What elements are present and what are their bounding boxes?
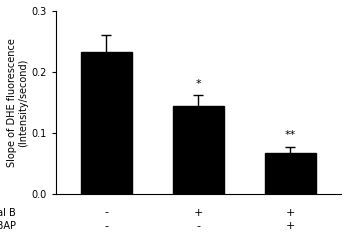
Text: +: + (286, 208, 295, 218)
Text: -: - (104, 208, 108, 218)
Text: -: - (104, 221, 108, 231)
Text: -: - (196, 221, 200, 231)
Bar (265, 153, 316, 194)
Text: MnTBAP: MnTBAP (0, 221, 16, 231)
Text: **: ** (285, 130, 296, 140)
Text: *: * (196, 78, 201, 89)
Text: Sal B: Sal B (0, 208, 16, 218)
Bar (173, 106, 224, 194)
Text: +: + (194, 208, 203, 218)
Y-axis label: Slope of DHE fluorescence
(Intensity/second): Slope of DHE fluorescence (Intensity/sec… (7, 38, 29, 167)
Text: +: + (286, 221, 295, 231)
Bar (81, 53, 132, 194)
